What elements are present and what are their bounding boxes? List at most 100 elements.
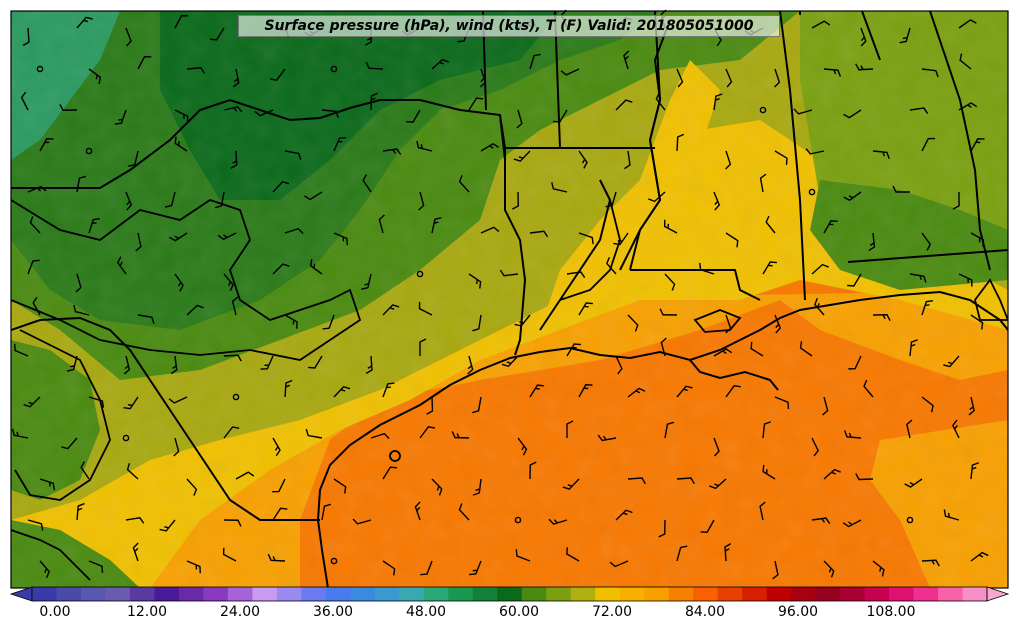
wind-barb <box>361 273 372 290</box>
colorbar-cell <box>619 587 645 601</box>
wind-barb <box>76 502 85 521</box>
colorbar-cell <box>129 587 155 601</box>
wind-barb <box>811 437 819 457</box>
wind-barbs <box>11 9 989 580</box>
wind-barb <box>566 271 586 278</box>
wind-barb <box>872 314 891 322</box>
wind-barb <box>606 256 617 275</box>
wind-barb <box>29 216 41 234</box>
wind-barb <box>578 384 593 398</box>
wind-barb <box>529 384 545 398</box>
colorbar-cell <box>595 587 621 601</box>
colorbar-cell <box>350 587 376 601</box>
wind-barb <box>468 97 484 111</box>
colorbar-cell <box>227 587 253 601</box>
wind-barb <box>655 92 666 111</box>
calm-station-circle <box>330 65 338 73</box>
wind-barb <box>418 301 433 316</box>
wind-barb <box>578 150 588 169</box>
wind-barb <box>173 437 180 457</box>
wind-barb <box>713 437 720 457</box>
wind-barb <box>480 226 500 234</box>
colorbar-cell <box>546 587 572 601</box>
wind-barb <box>899 27 911 44</box>
colorbar-cell <box>693 587 719 601</box>
wind-barb <box>260 355 274 370</box>
wind-barb <box>223 273 234 292</box>
wind-barb <box>431 216 442 234</box>
wind-barb <box>774 68 781 88</box>
wind-barb <box>921 137 936 152</box>
wind-barb <box>378 214 385 234</box>
wind-barb <box>125 517 145 524</box>
wind-barb <box>269 68 286 81</box>
wind-barb <box>322 314 335 330</box>
wind-barb <box>725 314 732 334</box>
wind-barb <box>431 478 443 496</box>
wind-barb <box>308 355 323 369</box>
wind-barb <box>174 14 189 29</box>
colorbar-cell <box>766 587 792 601</box>
wind-barb <box>772 560 779 580</box>
temperature-field <box>11 11 1008 588</box>
wind-barb <box>132 542 139 562</box>
wind-barb <box>223 354 242 362</box>
wind-barb <box>676 133 685 152</box>
calm-station-circle <box>36 65 44 73</box>
wind-barb <box>648 191 666 203</box>
wind-barb <box>370 92 378 111</box>
wind-barb <box>664 421 675 439</box>
colorbar-cell <box>938 587 964 601</box>
wind-barb <box>855 473 874 481</box>
wind-barb <box>284 227 304 234</box>
colorbar-cell <box>889 587 915 601</box>
wind-barb <box>186 560 202 574</box>
colorbar-tick-label: 48.00 <box>405 604 447 620</box>
wind-barb <box>76 175 87 193</box>
wind-barb <box>921 299 934 316</box>
wind-barb <box>551 182 568 193</box>
wind-barb <box>382 466 398 480</box>
wind-barb <box>970 138 985 152</box>
wind-barb <box>88 560 104 573</box>
colorbar-cell <box>497 587 523 601</box>
wind-barb <box>75 273 82 293</box>
wind-barb <box>906 419 913 439</box>
wind-barb <box>958 102 978 111</box>
colorbar-cell <box>32 587 57 601</box>
wind-barb <box>284 379 293 398</box>
wind-barb <box>823 560 835 578</box>
wind-barb <box>623 50 630 70</box>
wind-barb <box>352 518 372 525</box>
wind-barb <box>676 477 695 485</box>
wind-barb <box>365 61 384 70</box>
wind-barb <box>431 58 449 70</box>
wind-barb <box>843 109 862 119</box>
colorbar-cell <box>325 587 351 601</box>
wind-barb <box>61 437 78 450</box>
calm-station-circle <box>906 516 914 524</box>
wind-barb <box>698 262 715 275</box>
wind-barb <box>578 232 594 245</box>
colorbar-tick-label: 24.00 <box>219 604 261 620</box>
wind-barb <box>517 437 528 456</box>
wind-barb <box>254 109 274 117</box>
wind-barb <box>762 421 771 439</box>
wind-barb <box>217 232 237 241</box>
wind-barb <box>759 173 767 193</box>
wind-barb <box>909 339 918 357</box>
wind-barb <box>868 232 876 252</box>
wind-barb <box>529 461 537 480</box>
wind-barb <box>128 150 139 167</box>
wind-barb <box>814 297 825 316</box>
wind-barb <box>39 560 50 579</box>
wind-barb <box>566 343 581 357</box>
wind-barb <box>892 185 910 193</box>
wind-barb <box>805 148 825 155</box>
wind-barb <box>186 304 204 316</box>
wind-barb <box>774 314 782 334</box>
wind-barb <box>230 150 238 169</box>
colorbar-cell <box>399 587 425 601</box>
colorbar-tick-label: 36.00 <box>312 604 354 620</box>
wind-barb <box>32 296 41 316</box>
